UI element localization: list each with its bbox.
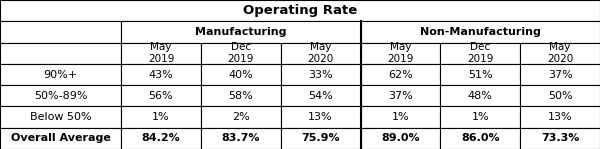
Text: 62%: 62% [388, 69, 413, 80]
Text: May
2019: May 2019 [387, 42, 413, 64]
Text: 48%: 48% [468, 91, 493, 101]
Text: 56%: 56% [149, 91, 173, 101]
Text: 51%: 51% [468, 69, 493, 80]
Text: Overall Average: Overall Average [11, 133, 110, 143]
Text: 86.0%: 86.0% [461, 133, 500, 143]
Text: 1%: 1% [152, 112, 170, 122]
Text: May
2020: May 2020 [307, 42, 334, 64]
Text: 1%: 1% [472, 112, 489, 122]
Text: 1%: 1% [392, 112, 409, 122]
Text: 58%: 58% [229, 91, 253, 101]
Text: 50%-89%: 50%-89% [34, 91, 87, 101]
Text: Dec
2019: Dec 2019 [227, 42, 254, 64]
Text: Non-Manufacturing: Non-Manufacturing [420, 27, 541, 37]
Text: 43%: 43% [149, 69, 173, 80]
Text: Below 50%: Below 50% [30, 112, 91, 122]
Text: Dec
2019: Dec 2019 [467, 42, 493, 64]
Text: 84.2%: 84.2% [142, 133, 181, 143]
Text: May
2019: May 2019 [148, 42, 174, 64]
Text: 13%: 13% [548, 112, 572, 122]
Text: 37%: 37% [548, 69, 572, 80]
Text: 2%: 2% [232, 112, 250, 122]
Text: 13%: 13% [308, 112, 333, 122]
Text: May
2020: May 2020 [547, 42, 573, 64]
Text: Manufacturing: Manufacturing [195, 27, 287, 37]
Text: 37%: 37% [388, 91, 413, 101]
Text: Operating Rate: Operating Rate [243, 4, 357, 17]
Text: 75.9%: 75.9% [301, 133, 340, 143]
Text: 40%: 40% [229, 69, 253, 80]
Text: 50%: 50% [548, 91, 572, 101]
Text: 83.7%: 83.7% [221, 133, 260, 143]
Text: 33%: 33% [308, 69, 333, 80]
Text: 89.0%: 89.0% [381, 133, 420, 143]
Text: 73.3%: 73.3% [541, 133, 579, 143]
Text: 90%+: 90%+ [43, 69, 77, 80]
Text: 54%: 54% [308, 91, 333, 101]
